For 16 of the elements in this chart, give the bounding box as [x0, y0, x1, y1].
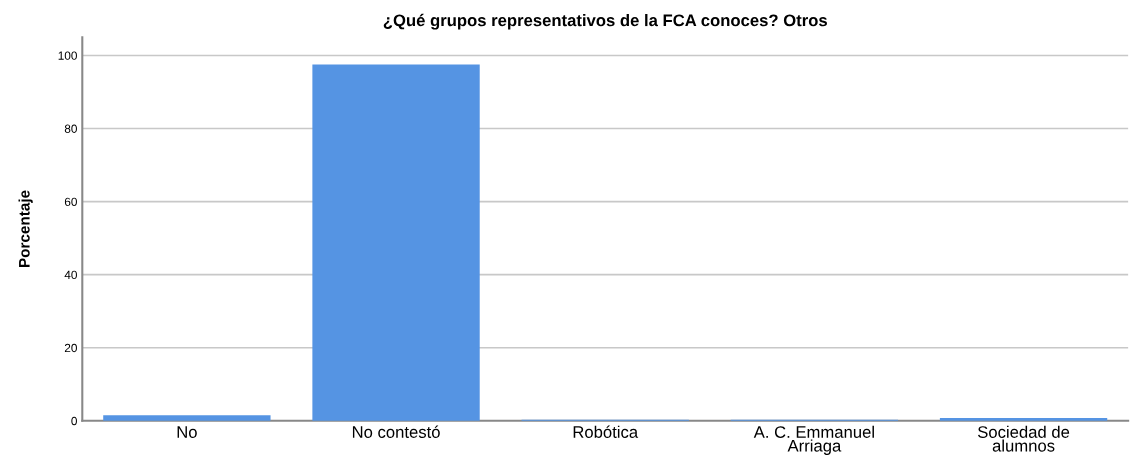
bar [103, 415, 271, 421]
x-tick-label: No [177, 426, 197, 438]
y-tick-label: 80 [64, 124, 77, 133]
y-tick-label: 0 [71, 416, 77, 426]
bar [312, 64, 480, 421]
y-axis-title: Porcentaje [18, 190, 33, 268]
y-tick-label: 100 [58, 51, 77, 60]
chart-title: ¿Qué grupos representativos de la FCA conoces? Otros [383, 13, 827, 30]
bar [939, 417, 1108, 421]
x-tick-label: Sociedad de alumnos [977, 425, 1070, 452]
x-tick-label: A. C. Emmanuel Arriaga [753, 425, 874, 455]
y-tick-label: 40 [64, 270, 77, 280]
y-tick-label: 60 [64, 197, 77, 206]
y-tick-label: 20 [64, 343, 77, 353]
x-tick-label: Robótica [573, 425, 639, 438]
x-tick-label: No contestó [352, 425, 440, 438]
